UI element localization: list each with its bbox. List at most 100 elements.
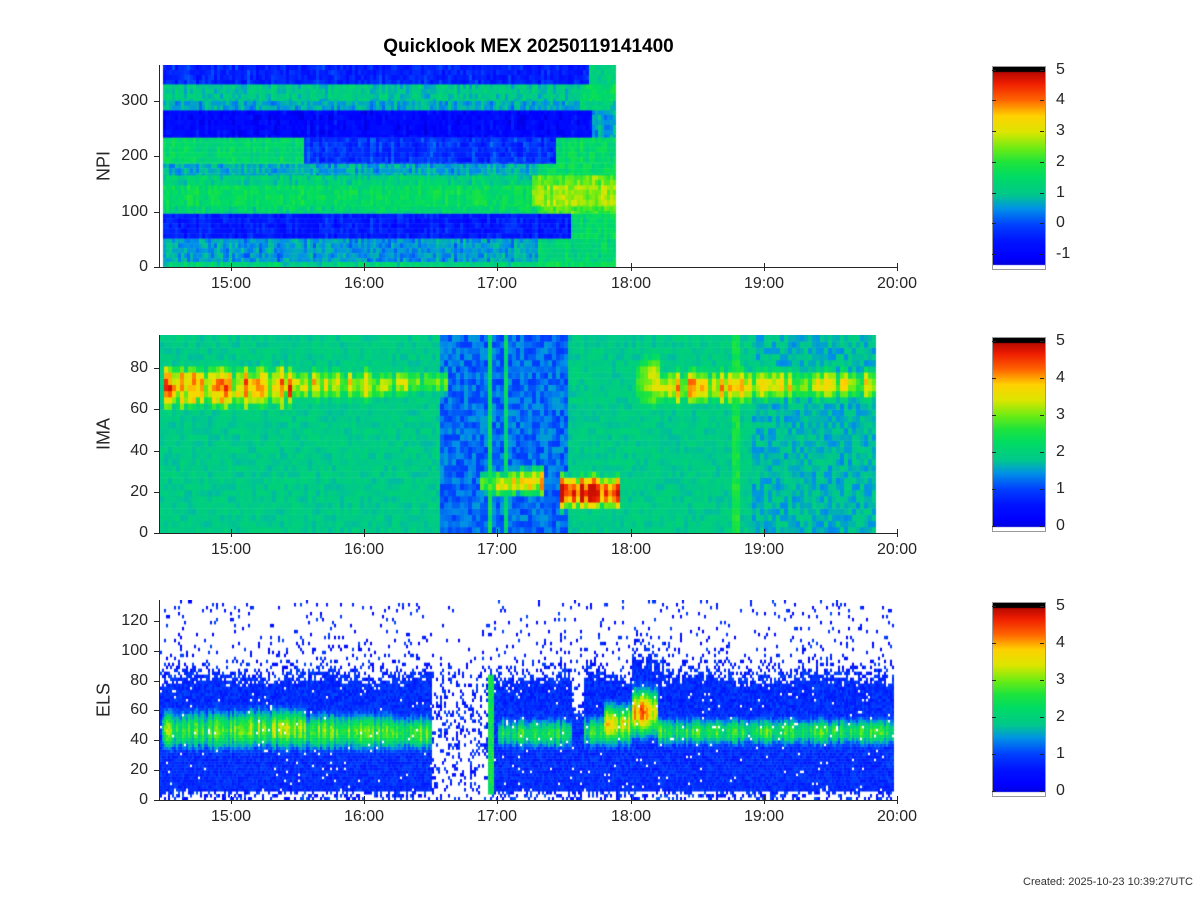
els-x-tick-label: 20:00 <box>876 808 918 825</box>
npi-colorbar-tick-r <box>1040 193 1044 194</box>
npi-colorbar-tick-r <box>1040 131 1044 132</box>
els-colorbar-tick-label: 2 <box>1056 708 1065 725</box>
els-x-tick-label: 18:00 <box>610 808 652 825</box>
npi-colorbar-tick-label: 0 <box>1056 214 1065 231</box>
els-colorbar-tick-label: 1 <box>1056 745 1065 762</box>
els-y-tick <box>154 770 160 771</box>
ima-axes <box>159 335 898 534</box>
els-colorbar-tick-label: 0 <box>1056 782 1065 799</box>
els-colorbar-tick-l <box>992 606 996 607</box>
npi-x-tick-label: 20:00 <box>876 275 918 292</box>
npi-colorbar-tick-r <box>1040 223 1044 224</box>
npi-x-tick <box>897 263 898 271</box>
els-y-tick-label: 60 <box>130 701 148 718</box>
npi-axes <box>159 65 898 268</box>
npi-colorbar-tick-label: 2 <box>1056 153 1065 170</box>
ima-x-tick <box>631 529 632 537</box>
ima-y-tick <box>154 409 160 410</box>
els-colorbar-tick-l <box>992 791 996 792</box>
npi-x-tick-label: 18:00 <box>610 275 652 292</box>
els-y-tick <box>154 621 160 622</box>
els-y-tick-label: 120 <box>121 612 148 629</box>
ima-colorbar-tick-l <box>992 452 996 453</box>
ima-colorbar-tick-r <box>1040 378 1044 379</box>
els-y-tick-label: 100 <box>121 642 148 659</box>
npi-colorbar-tick-r <box>1040 162 1044 163</box>
ima-y-tick <box>154 492 160 493</box>
ima-y-tick-label: 80 <box>130 359 148 376</box>
els-colorbar-tick-r <box>1040 606 1044 607</box>
els-colorbar-tick-label: 4 <box>1056 634 1065 651</box>
npi-colorbar-tick-r <box>1040 70 1044 71</box>
els-y-tick <box>154 740 160 741</box>
npi-x-tick-label: 15:00 <box>210 275 252 292</box>
npi-colorbar-tick-label: 5 <box>1056 61 1065 78</box>
ima-x-tick <box>231 529 232 537</box>
els-colorbar-tick-label: 5 <box>1056 597 1065 614</box>
npi-colorbar-tick-l <box>992 70 996 71</box>
npi-y-tick-label: 200 <box>121 147 148 164</box>
npi-x-tick <box>364 263 365 271</box>
ima-colorbar-tick-label: 1 <box>1056 480 1065 497</box>
npi-colorbar-tick-label: 3 <box>1056 122 1065 139</box>
npi-x-tick-label: 19:00 <box>743 275 785 292</box>
els-y-tick <box>154 651 160 652</box>
ima-x-tick <box>764 529 765 537</box>
npi-colorbar-tick-r <box>1040 254 1044 255</box>
ima-colorbar-tick-label: 4 <box>1056 369 1065 386</box>
ima-colorbar-tick-r <box>1040 489 1044 490</box>
els-y-tick-label: 40 <box>130 731 148 748</box>
els-colorbar-tick-l <box>992 717 996 718</box>
npi-y-tick <box>154 267 160 268</box>
ima-colorbar-tick-label: 3 <box>1056 406 1065 423</box>
npi-colorbar-tick-l <box>992 193 996 194</box>
npi-x-tick <box>631 263 632 271</box>
els-x-tick-label: 19:00 <box>743 808 785 825</box>
els-x-tick <box>897 796 898 804</box>
ima-colorbar-tick-label: 0 <box>1056 517 1065 534</box>
ima-y-tick <box>154 533 160 534</box>
ima-colorbar-tick-label: 2 <box>1056 443 1065 460</box>
ima-y-tick <box>154 451 160 452</box>
ima-spectrogram-canvas <box>160 335 897 533</box>
npi-colorbar-tick-l <box>992 162 996 163</box>
els-colorbar-tick-r <box>1040 643 1044 644</box>
els-x-tick <box>497 796 498 804</box>
npi-colorbar-tick-l <box>992 223 996 224</box>
els-spectrogram-canvas <box>160 600 897 800</box>
npi-y-tick-label: 100 <box>121 203 148 220</box>
els-y-tick <box>154 800 160 801</box>
ima-colorbar-tick-r <box>1040 341 1044 342</box>
ima-axis-label: IMA <box>93 417 114 451</box>
npi-x-tick <box>231 263 232 271</box>
npi-y-tick-label: 300 <box>121 92 148 109</box>
ima-x-tick <box>897 529 898 537</box>
els-x-tick <box>631 796 632 804</box>
els-x-tick <box>364 796 365 804</box>
ima-colorbar-tick-l <box>992 341 996 342</box>
npi-colorbar-tick-r <box>1040 100 1044 101</box>
ima-y-tick-label: 40 <box>130 442 148 459</box>
els-x-tick <box>764 796 765 804</box>
ima-x-tick-label: 16:00 <box>343 541 385 558</box>
ima-x-tick-label: 19:00 <box>743 541 785 558</box>
npi-colorbar <box>992 66 1046 270</box>
els-y-tick <box>154 681 160 682</box>
page-title: Quicklook MEX 20250119141400 <box>383 36 674 57</box>
ima-colorbar-tick-l <box>992 415 996 416</box>
els-colorbar <box>992 602 1046 797</box>
npi-x-tick <box>497 263 498 271</box>
ima-colorbar-tick-r <box>1040 415 1044 416</box>
ima-y-tick <box>154 368 160 369</box>
npi-y-tick <box>154 101 160 102</box>
npi-colorbar-tick-label: -1 <box>1056 245 1071 262</box>
els-colorbar-tick-r <box>1040 717 1044 718</box>
npi-y-tick-label: 0 <box>139 258 148 275</box>
els-y-tick-label: 20 <box>130 761 148 778</box>
npi-colorbar-tick-l <box>992 100 996 101</box>
els-x-tick-label: 15:00 <box>210 808 252 825</box>
els-x-tick-label: 17:00 <box>476 808 518 825</box>
els-colorbar-tick-l <box>992 643 996 644</box>
npi-x-tick-label: 17:00 <box>476 275 518 292</box>
